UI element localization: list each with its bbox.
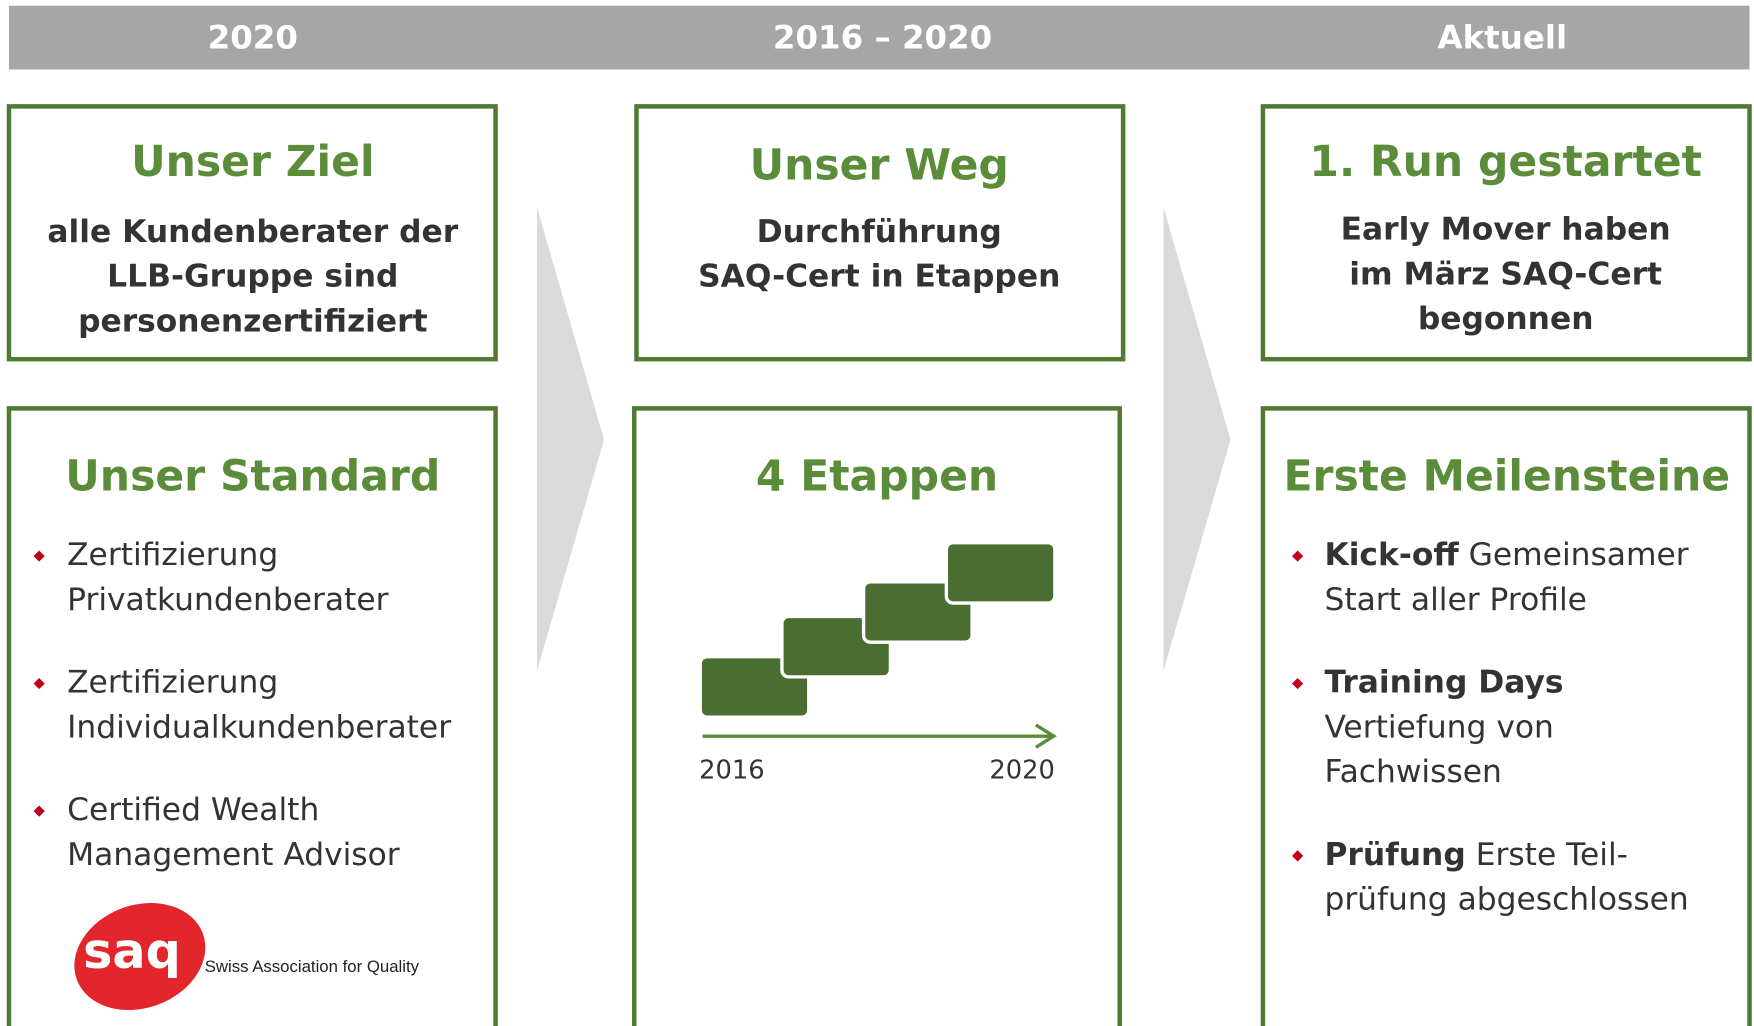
header-label: 2016 – 2020 xyxy=(773,18,992,56)
bullet-line: Vertiefung von xyxy=(1324,709,1553,745)
bullet-line: Prüfung Erste Teil- xyxy=(1324,837,1628,873)
bullet-bold: Training Days xyxy=(1324,665,1563,701)
bullet-line: Zertifizierung xyxy=(67,537,278,573)
bullet-line: Individualkundenberater xyxy=(67,709,451,745)
bullet-line: Privatkundenberater xyxy=(67,582,388,618)
bullet-line: Certified Wealth xyxy=(67,792,319,828)
timeline-end: 2020 xyxy=(989,755,1054,785)
goal-line: im März SAQ-Cert xyxy=(1349,256,1662,292)
bullet-line: Kick-off Gemeinsamer xyxy=(1324,537,1688,573)
bullet-line: Zertifizierung xyxy=(67,665,278,701)
logo-text: saq xyxy=(83,922,181,980)
box xyxy=(634,104,1126,362)
box xyxy=(6,406,498,1026)
goal-title: 1. Run gestartet xyxy=(1309,138,1702,187)
bullet xyxy=(33,805,45,817)
goal-line: LLB-Gruppe sind xyxy=(107,259,398,295)
goal-line: SAQ-Cert in Etappen xyxy=(698,259,1060,295)
box-title: 4 Etappen xyxy=(756,452,998,501)
timeline-arrow xyxy=(1034,723,1057,749)
goal-line: begonnen xyxy=(1418,301,1594,337)
timeline-start: 2016 xyxy=(699,755,764,785)
bullet-bold: Kick-off xyxy=(1324,537,1459,573)
step xyxy=(944,540,1057,605)
bullet xyxy=(33,677,45,690)
box-title: Unser Standard xyxy=(65,452,440,501)
bullet-text: Gemeinsamer xyxy=(1459,537,1689,573)
bullet-line: Management Advisor xyxy=(67,837,400,873)
header-label: Aktuell xyxy=(1438,18,1568,56)
box xyxy=(6,104,498,362)
stage-steps xyxy=(698,540,1057,719)
box xyxy=(1260,406,1752,1026)
goal-line: alle Kundenberater der xyxy=(47,214,458,250)
logo-mark xyxy=(74,903,206,1011)
goal-line: Durchführung xyxy=(757,214,1002,250)
bullet-text: Erste Teil- xyxy=(1466,837,1628,873)
goal-line: personenzertifiziert xyxy=(78,303,428,339)
goal-title: Unser Weg xyxy=(750,141,1009,190)
bullet-bold: Prüfung xyxy=(1324,837,1465,873)
bullet-line: Training Days xyxy=(1324,665,1563,701)
chevron xyxy=(1163,207,1231,672)
header-label: 2020 xyxy=(208,18,298,56)
header-bar xyxy=(8,5,1750,70)
goal-line: Early Mover haben xyxy=(1341,212,1671,248)
chevron xyxy=(536,207,605,672)
logo-name: Swiss Association for Quality xyxy=(205,957,420,976)
bullet-line: prüfung abgeschlossen xyxy=(1324,882,1688,918)
box-title: Erste Meilensteine xyxy=(1283,452,1730,501)
bullet-line: Fachwissen xyxy=(1324,754,1501,790)
bullet xyxy=(33,550,45,562)
box xyxy=(1260,104,1752,362)
bullet-line: Start aller Profile xyxy=(1324,582,1587,618)
goal-title: Unser Ziel xyxy=(131,138,374,187)
